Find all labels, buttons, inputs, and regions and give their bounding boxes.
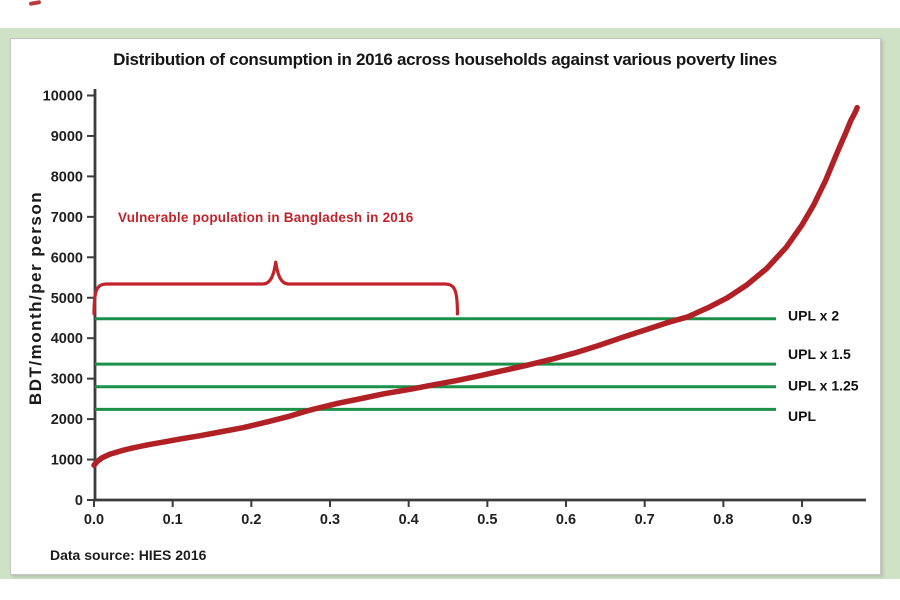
y-axis-title: BDT/month/per person xyxy=(26,190,45,406)
chart-title: Distribution of consumption in 2016 acro… xyxy=(113,50,777,69)
data-source-note: Data source: HIES 2016 xyxy=(50,547,207,563)
vulnerable-population-annotation: Vulnerable population in Bangladesh in 2… xyxy=(118,210,414,225)
chart-panel xyxy=(10,38,881,575)
stray-red-mark xyxy=(28,0,42,7)
